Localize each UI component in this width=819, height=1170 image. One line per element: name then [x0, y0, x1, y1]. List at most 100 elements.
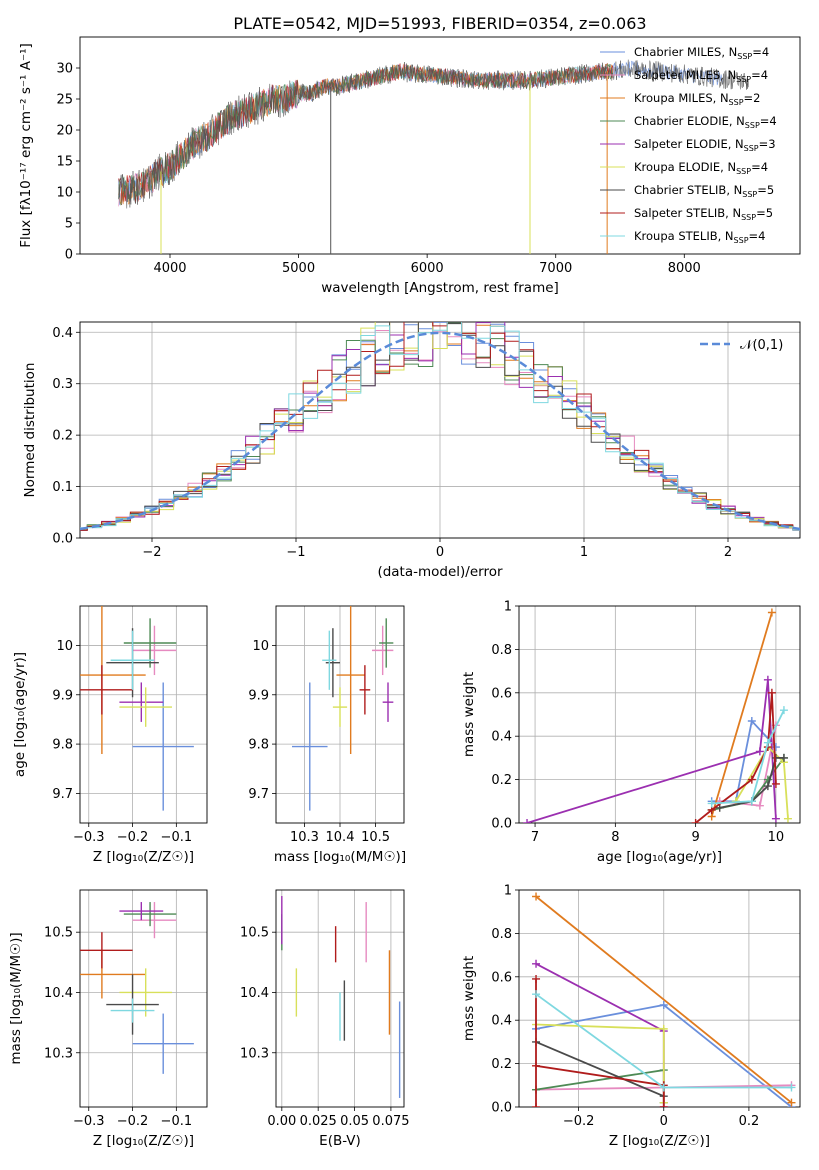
plot-area	[118, 59, 749, 254]
series-marker	[532, 1061, 541, 1070]
tick-label-y: 10.3	[240, 1046, 269, 1061]
tick-label-y: 9.8	[248, 738, 269, 753]
y-axis-label: Flux [fλ10⁻¹⁷ erg cm⁻² s⁻¹ A⁻¹]	[18, 43, 34, 248]
series-marker	[771, 814, 780, 823]
point-kroupa-stelib	[110, 630, 155, 690]
point-kroupa-elodie	[332, 687, 348, 727]
point-salpeter-miles	[132, 625, 177, 676]
point-salpeter-stelib	[359, 665, 371, 715]
legend-label-salpeter-elodie: Salpeter ELODIE, NSSP=3	[634, 137, 776, 153]
point-chabrier-stelib	[325, 628, 340, 698]
series-marker	[755, 747, 764, 756]
series-marker	[771, 753, 780, 762]
tick-label-y: 10.5	[44, 926, 73, 941]
tick-label-y: 0.0	[491, 817, 512, 832]
axes-frame	[275, 605, 405, 824]
tick-label-x: −0.1	[161, 1114, 193, 1129]
tick-label-x: −0.1	[161, 830, 193, 845]
tick-label-y: 0	[65, 248, 73, 263]
tick-label-x: −1	[286, 545, 305, 560]
tick-label-y: 0.0	[52, 532, 73, 547]
panel-spectrum: 4000 5000 6000 7000 8000 0 5 10 15 20 25 30 waveleng…	[18, 36, 801, 296]
plot-area	[80, 902, 194, 1074]
tick-label-x: 0	[436, 545, 444, 560]
legend-label-chabrier-miles: Chabrier MILES, NSSP=4	[634, 45, 769, 61]
tick-label-y: 10.4	[44, 986, 73, 1001]
point-salpeter-stelib	[80, 932, 133, 969]
plot-area	[292, 606, 394, 811]
plot-area	[523, 608, 792, 823]
point-salpeter-miles	[132, 902, 177, 939]
point-salpeter-elodie	[382, 682, 394, 722]
spectrum-data	[118, 59, 749, 209]
series-kroupa-stelib	[707, 706, 788, 808]
tick-label-x: 8000	[668, 261, 701, 276]
tick-label-y: 9.7	[52, 787, 73, 802]
tick-label-y: 9.9	[248, 688, 269, 703]
series-marker	[707, 799, 716, 808]
legend-label-normal: 𝒩(0,1)	[740, 338, 783, 353]
plot-area	[80, 606, 194, 811]
tick-label-x: −0.2	[117, 1114, 149, 1129]
y-axis-label: mass [log₁₀(M/M☉)]	[8, 932, 24, 1064]
tick-label-y: 9.8	[52, 738, 73, 753]
series-salpeter-stelib	[532, 974, 668, 1107]
series-chabrier-stelib	[715, 753, 788, 812]
series-marker	[767, 688, 776, 697]
series-kroupa-stelib	[532, 990, 796, 1092]
series-marker	[532, 892, 541, 901]
tick-label-y: 5	[65, 217, 73, 232]
tick-label-y: 0.8	[491, 927, 512, 942]
series-line	[695, 692, 777, 823]
point-salpeter-elodie	[119, 902, 164, 921]
tick-label-x: 1	[580, 545, 588, 560]
series-marker	[779, 753, 788, 762]
tick-label-y: 20	[56, 124, 73, 139]
series-marker	[771, 743, 780, 752]
axes-frame	[79, 36, 801, 255]
tick-label-y: 10	[56, 639, 73, 654]
legend-label-kroupa-elodie: Kroupa ELODIE, NSSP=4	[634, 160, 768, 176]
axes-frame	[79, 605, 208, 824]
plot-area	[80, 322, 800, 531]
series-marker	[763, 782, 772, 791]
tick-label-y: 10.4	[240, 986, 269, 1001]
histogram-kroupa-stelib	[80, 322, 800, 530]
point-kroupa-stelib	[322, 630, 337, 690]
series-line	[535, 895, 793, 1104]
x-axis-label: mass [log₁₀(M/M☉)]	[274, 849, 406, 865]
tick-label-y: 1	[504, 600, 512, 615]
series-marker	[532, 1103, 541, 1107]
series-marker	[755, 801, 764, 810]
legend-label-kroupa-miles: Kroupa MILES, NSSP=2	[634, 91, 760, 107]
tick-label-x: −0.3	[73, 1114, 105, 1129]
tick-label-y: 15	[56, 155, 73, 170]
tick-label-x: 10.3	[290, 830, 319, 845]
tick-label-x: 7000	[539, 261, 572, 276]
point-chabrier-miles	[132, 1013, 194, 1074]
axes-frame	[275, 889, 405, 1108]
series-marker	[787, 1083, 796, 1092]
point-chabrier-miles	[132, 682, 194, 811]
point-kroupa-miles	[336, 606, 365, 754]
x-axis-label: wavelength [Angstrom, rest frame]	[321, 280, 559, 296]
tick-label-x: 6000	[411, 261, 444, 276]
tick-label-y: 10.3	[44, 1046, 73, 1061]
tick-label-x: −0.2	[563, 1114, 595, 1129]
tick-label-y: 0.4	[491, 730, 512, 745]
series-marker	[763, 675, 772, 684]
tick-label-y: 0.2	[491, 773, 512, 788]
point-kroupa-stelib	[110, 998, 155, 1023]
series-marker	[747, 775, 756, 784]
tick-label-y: 0.3	[52, 377, 73, 392]
point-chabrier-miles	[292, 682, 328, 811]
panel-mass-vs-ebv: 0.00 0.025 0.05 0.075 10.3 10.4 10.5 E(B-V)	[240, 889, 410, 1149]
point-salpeter-stelib	[80, 665, 133, 715]
legend: Chabrier MILES, NSSP=4 Salpeter MILES, NS…	[600, 45, 777, 245]
panel-age-vs-mass: 10.3 10.4 10.5 9.7 9.8 9.9 10 mass [log₁₀(M/M☉)…	[248, 605, 406, 865]
tick-label-x: 0.075	[372, 1114, 409, 1129]
tick-label-y: 1	[504, 884, 512, 899]
tick-label-y: 0.8	[491, 643, 512, 658]
tick-label-x: 0.05	[340, 1114, 369, 1129]
series-marker	[659, 1001, 668, 1010]
